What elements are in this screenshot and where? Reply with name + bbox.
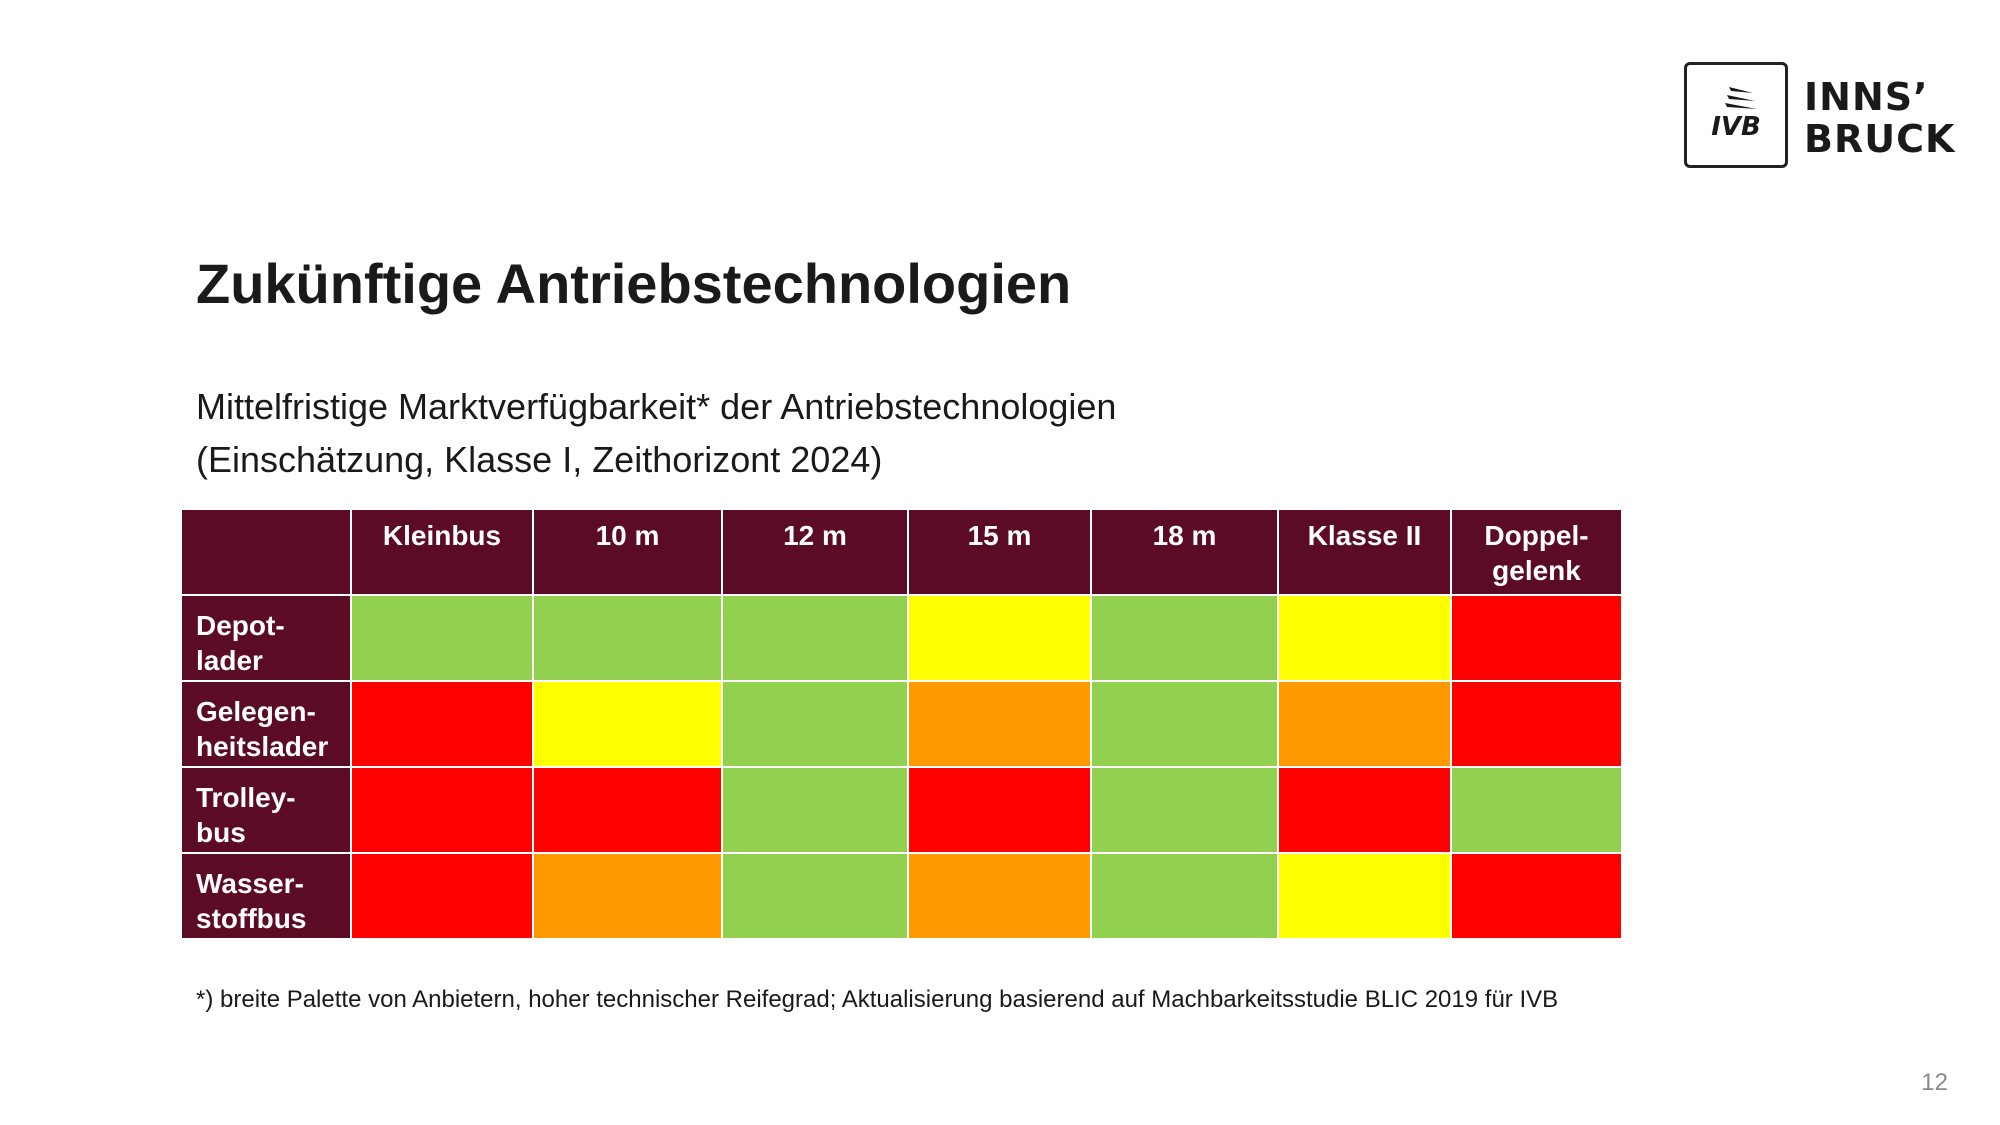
matrix-header-row: Kleinbus 10 m 12 m 15 m 18 m Klasse II D… (180, 508, 1623, 596)
table-row: Wasser- stoffbus (180, 852, 1623, 940)
rating-cell (350, 766, 534, 854)
rating-cell (1277, 680, 1452, 768)
subtitle-line-1: Mittelfristige Marktverfügbarkeit* der A… (196, 386, 1117, 427)
rating-cell (1450, 852, 1623, 940)
rating-cell (1277, 852, 1452, 940)
table-row: Depot- lader (180, 594, 1623, 682)
slide-subtitle: Mittelfristige Marktverfügbarkeit* der A… (196, 380, 1116, 486)
ivb-mark-text: IVB (1711, 112, 1761, 142)
rating-cell (532, 594, 723, 682)
row-label-wasserstoffbus: Wasser- stoffbus (180, 852, 352, 940)
header-12m: 12 m (721, 508, 909, 596)
rating-cell (907, 680, 1092, 768)
row-label-depotlader: Depot- lader (180, 594, 352, 682)
slide-title: Zukünftige Antriebstechnologien (196, 252, 1072, 315)
table-row: Trolley- bus (180, 766, 1623, 854)
header-kleinbus: Kleinbus (350, 508, 534, 596)
ivb-innsbruck-logo: IVB INNS’ BRUCK (1684, 62, 1955, 170)
row-label-gelegenheitslader: Gelegen- heitslader (180, 680, 352, 768)
rating-cell (721, 594, 909, 682)
rating-cell (350, 680, 534, 768)
rating-cell (907, 852, 1092, 940)
rating-cell (721, 852, 909, 940)
ivb-swoosh-icon: IVB (1711, 87, 1761, 142)
rating-cell (907, 594, 1092, 682)
rating-cell (1090, 680, 1279, 768)
rating-cell (1450, 680, 1623, 768)
rating-cell (721, 680, 909, 768)
subtitle-line-2: (Einschätzung, Klasse I, Zeithorizont 20… (196, 439, 883, 480)
rating-cell (1450, 594, 1623, 682)
header-18m: 18 m (1090, 508, 1279, 596)
table-row: Gelegen- heitslader (180, 680, 1623, 768)
rating-cell (1090, 766, 1279, 854)
rating-cell (532, 766, 723, 854)
rating-cell (532, 852, 723, 940)
rating-cell (907, 766, 1092, 854)
rating-cell (1090, 594, 1279, 682)
innsbruck-wordmark: INNS’ BRUCK (1804, 76, 1955, 160)
header-10m: 10 m (532, 508, 723, 596)
rating-cell (721, 766, 909, 854)
header-corner (180, 508, 352, 596)
availability-matrix: Kleinbus 10 m 12 m 15 m 18 m Klasse II D… (180, 508, 1623, 940)
rating-cell (1450, 766, 1623, 854)
rating-cell (1090, 852, 1279, 940)
header-doppelgelenk: Doppel- gelenk (1450, 508, 1623, 596)
page-number: 12 (1921, 1069, 1948, 1096)
row-label-trolleybus: Trolley- bus (180, 766, 352, 854)
rating-cell (1277, 766, 1452, 854)
footnote: *) breite Palette von Anbietern, hoher t… (196, 986, 1559, 1013)
header-15m: 15 m (907, 508, 1092, 596)
rating-cell (350, 852, 534, 940)
wordmark-line-1: INNS’ (1804, 75, 1929, 119)
rating-cell (532, 680, 723, 768)
rating-cell (1277, 594, 1452, 682)
wordmark-line-2: BRUCK (1804, 117, 1956, 161)
ivb-logo-mark: IVB (1684, 62, 1788, 168)
header-klasse-ii: Klasse II (1277, 508, 1452, 596)
rating-cell (350, 594, 534, 682)
